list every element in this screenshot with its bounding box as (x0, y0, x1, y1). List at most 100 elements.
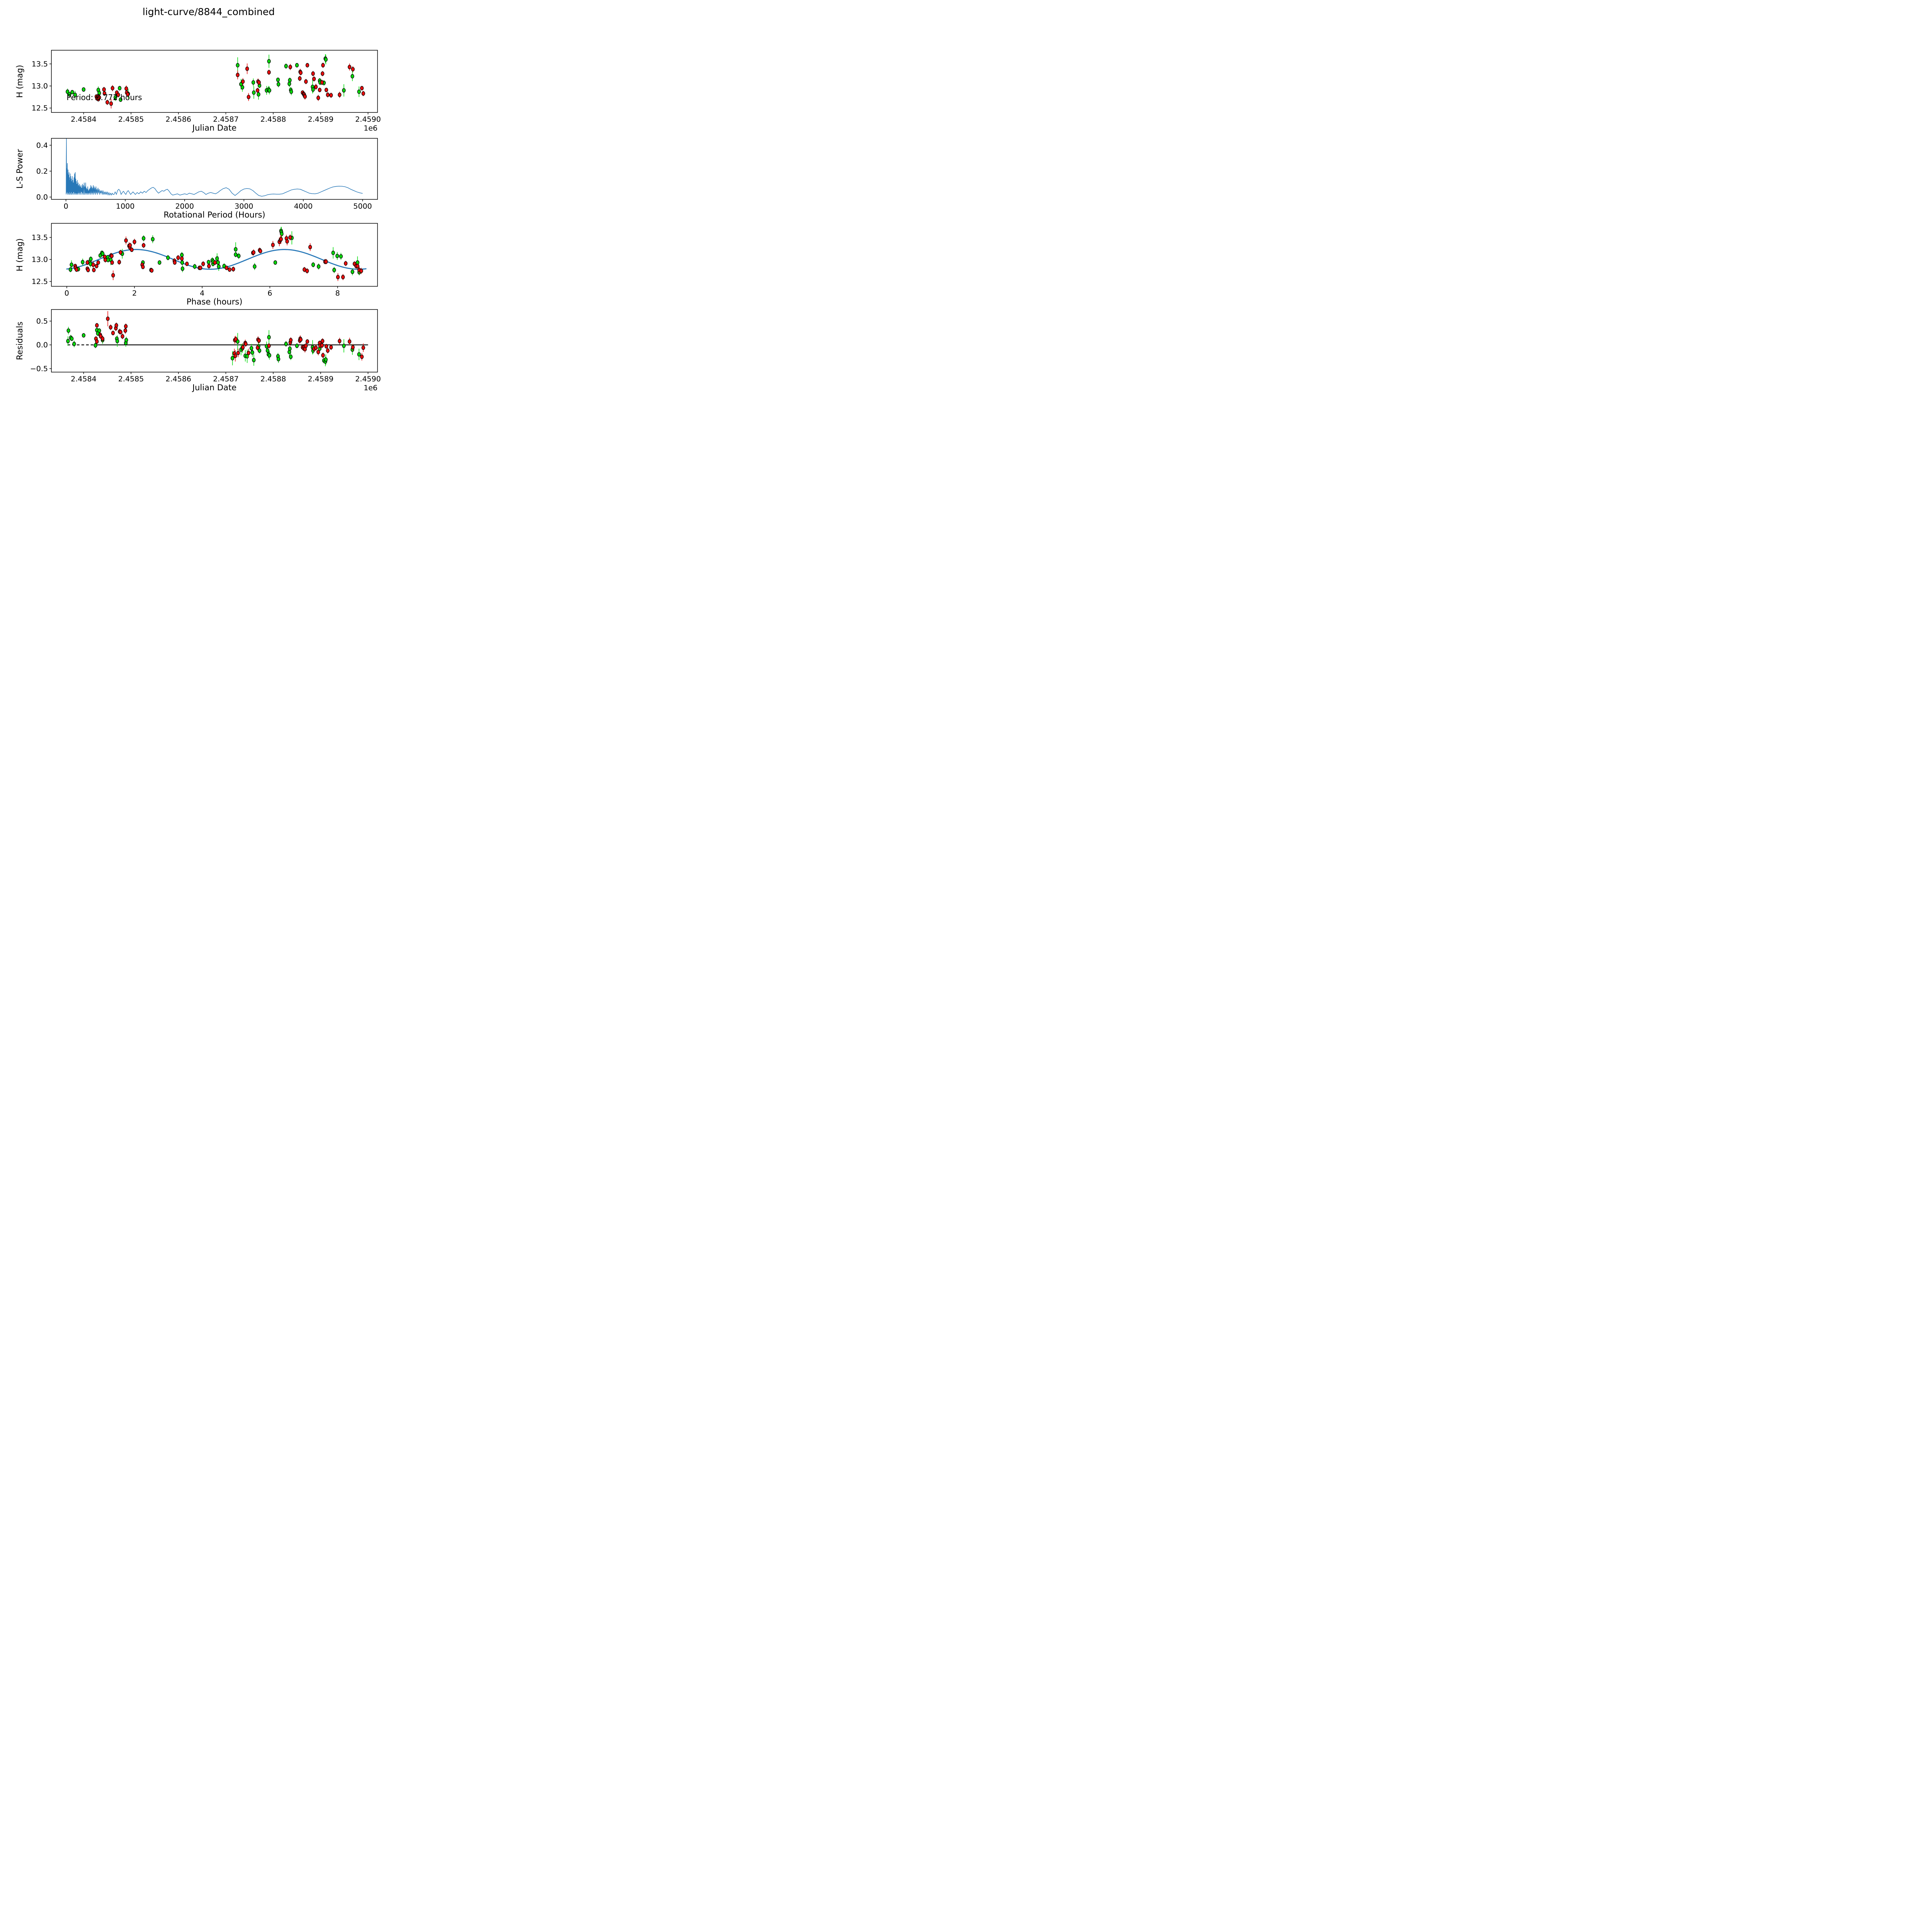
data-point-green (193, 264, 197, 269)
data-point-red (241, 79, 245, 84)
data-point-red (247, 350, 250, 355)
data-point-green (81, 260, 85, 264)
subplot-phase-folded-panel: 0 2 4 6 8 12.5 13.0 13.5 Phase (hours) H (mag) (15, 223, 378, 306)
data-point-green (70, 90, 74, 95)
data-point-green (267, 353, 271, 358)
data-point-red (231, 267, 235, 272)
data-point-green (350, 74, 354, 79)
data-point-red (121, 334, 124, 339)
x-tick-label: 2.4587 (213, 115, 238, 124)
data-point-red (321, 339, 325, 344)
data-point-red (329, 93, 333, 98)
data-point-red (207, 264, 211, 269)
x-axis-label: Phase (hours) (187, 297, 243, 306)
data-point-red (95, 339, 99, 344)
data-point-red (110, 260, 114, 265)
data-point-green (288, 346, 292, 351)
data-point-red (96, 260, 100, 265)
data-point-red (267, 70, 271, 75)
data-point-red (199, 265, 202, 270)
y-tick-label: 13.5 (32, 60, 48, 68)
data-point-green (68, 267, 73, 272)
data-point-red (176, 255, 180, 260)
data-point-red (351, 345, 355, 350)
data-point-red (124, 86, 128, 91)
data-point-red (303, 94, 307, 99)
data-point-red (324, 259, 328, 264)
x-tick-label: 2.4586 (166, 375, 191, 383)
data-point-green (289, 89, 293, 94)
x-tick-label: 5000 (353, 202, 372, 211)
data-point-red (124, 238, 128, 243)
data-point-green (257, 348, 262, 353)
light-curve-figure: light-curve/8844_combined Period: 8.772 … (0, 0, 417, 417)
y-tick-label: 12.5 (32, 104, 48, 112)
data-point-red (109, 101, 113, 106)
subplot-periodogram-panel: 0 1000 2000 3000 4000 5000 0.0 0.2 0.4 Rotational… (15, 138, 378, 219)
data-point-green (252, 358, 256, 362)
data-point-red (324, 344, 328, 349)
period-annotation: Period: 8.772 hours (66, 93, 142, 102)
data-point-red (241, 345, 245, 350)
data-point-green (82, 333, 86, 338)
data-point-green (267, 88, 271, 93)
axes-frame (51, 309, 378, 372)
data-point-red (119, 330, 122, 334)
data-point-green (342, 88, 346, 93)
data-point-red (361, 345, 365, 350)
data-point-green (240, 85, 245, 90)
data-point-green (158, 260, 162, 265)
data-point-red (111, 331, 115, 335)
data-point-red (299, 337, 303, 342)
data-point-green (70, 336, 74, 341)
data-point-red (133, 240, 136, 244)
data-point-red (312, 77, 316, 81)
data-point-red (102, 87, 106, 92)
data-point-green (288, 78, 292, 83)
x-tick-label: 2.4588 (260, 375, 286, 383)
data-point-red (85, 260, 89, 265)
data-point-red (86, 268, 90, 272)
data-point-red (321, 71, 325, 76)
data-point-red (180, 256, 184, 261)
data-point-red (305, 63, 310, 68)
data-point-green (289, 354, 293, 359)
data-point-red (341, 275, 345, 279)
data-point-red (326, 92, 330, 97)
data-point-red (75, 267, 78, 272)
data-point-red (344, 261, 348, 266)
data-point-red (116, 92, 120, 97)
data-point-green (66, 339, 70, 344)
data-point-green (252, 90, 256, 95)
y-tick-label: 0.0 (36, 341, 48, 349)
x-tick-label: 2.4589 (308, 375, 333, 383)
data-point-green (295, 63, 299, 68)
data-point-red (114, 323, 118, 328)
y-axis-label: Residuals (15, 321, 24, 360)
x-tick-label: 2 (132, 289, 137, 298)
x-axis-label: Julian Date (192, 383, 236, 392)
data-point-green (250, 350, 254, 355)
data-point-green (342, 344, 346, 348)
data-point-red (318, 88, 321, 92)
axes-frame (51, 223, 378, 287)
data-point-red (173, 260, 177, 265)
data-point-red (110, 253, 114, 258)
x-tick-label: 2.4586 (166, 115, 191, 124)
data-point-red (360, 354, 364, 359)
data-point-green (115, 339, 119, 344)
data-point-red (321, 63, 325, 68)
x-tick-label: 2.4584 (71, 375, 96, 383)
x-tick-label: 4 (200, 289, 204, 298)
data-point-red (316, 95, 320, 100)
y-tick-label: 0.4 (36, 141, 48, 150)
y-tick-label: 12.5 (32, 277, 48, 286)
data-point-green (67, 92, 71, 97)
data-point-red (106, 316, 110, 321)
data-point-green (284, 64, 288, 68)
y-tick-label: 0.0 (36, 193, 48, 201)
data-point-red (252, 250, 256, 255)
y-tick-label: 13.5 (32, 233, 48, 242)
data-point-red (236, 350, 240, 355)
